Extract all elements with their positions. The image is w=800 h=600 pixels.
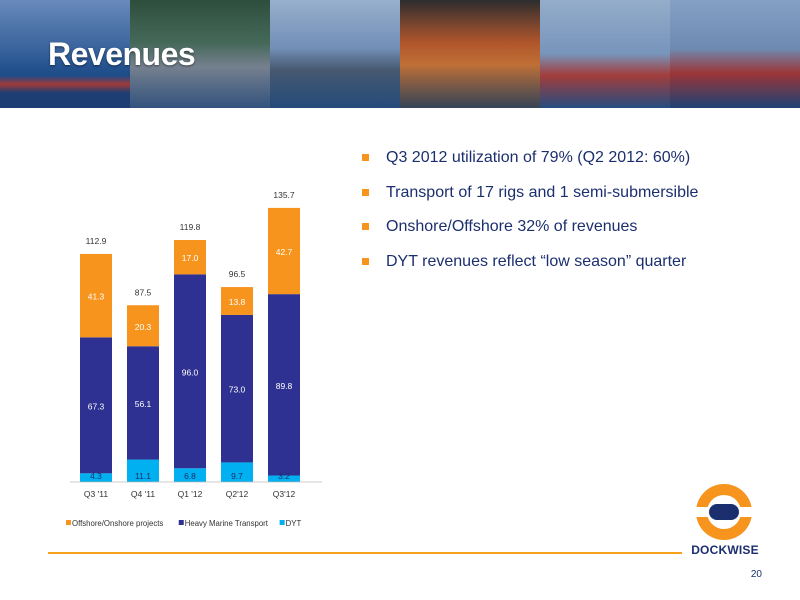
total-label: 119.8: [180, 222, 201, 232]
header-photo-vessel: [0, 0, 130, 108]
bullet-text: Q3 2012 utilization of 79% (Q2 2012: 60%…: [386, 149, 691, 166]
data-label: 17.0: [182, 253, 199, 263]
legend-label: DYT: [286, 519, 302, 528]
total-label: 112.9: [86, 236, 107, 246]
bullet-item: Transport of 17 rigs and 1 semi-submersi…: [362, 183, 782, 203]
data-label: 89.8: [276, 381, 293, 391]
x-tick-label: Q4 '11: [131, 489, 155, 499]
data-label: 56.1: [135, 399, 152, 409]
legend-swatch: [66, 520, 71, 525]
bar-segment: [221, 287, 253, 315]
header-photo-ship: [670, 0, 800, 108]
bullet-text: Onshore/Offshore 32% of revenues: [386, 218, 638, 235]
bullet-square-icon: [362, 154, 369, 161]
slide-title: Revenues: [48, 36, 196, 72]
header-overlay: [0, 0, 800, 108]
bar-segment: [80, 473, 112, 482]
bullet-square-icon: [362, 188, 369, 196]
data-label: 11.1: [135, 471, 151, 481]
bar-segment: [80, 253, 112, 338]
header-photo-rig-transport: [540, 0, 670, 108]
revenue-chart: 4.3 67.3 41.3 112.9 11.1 56.1 20.3 87.5 6.8 96.0 1…: [60, 115, 330, 535]
data-label: 41.3: [88, 292, 105, 302]
data-label: 67.3: [88, 401, 105, 411]
bar-segment: [268, 475, 300, 482]
legend-label: Offshore/Onshore projects: [72, 519, 163, 528]
data-label: 20.3: [135, 322, 152, 332]
bar-segment: [174, 274, 206, 469]
total-label: 135.7: [273, 190, 295, 200]
x-tick-label: Q2'12: [226, 489, 249, 499]
bullet-text: Transport of 17 rigs and 1 semi-submersi…: [386, 183, 699, 201]
bar-segment: [174, 468, 206, 482]
bullet-list: Q3 2012 utilization of 79% (Q2 2012: 60%…: [362, 148, 782, 286]
bar-segment: [221, 462, 253, 482]
bullet-square-icon: [362, 223, 369, 230]
footer-divider: [48, 552, 682, 554]
legend-label: Heavy Marine Transport: [185, 519, 269, 528]
data-label: 42.7: [276, 247, 293, 257]
bar-segment: [127, 346, 159, 460]
header-photo-workers: [400, 0, 540, 108]
header-photo-platform: [270, 0, 400, 108]
bullet-item: DYT revenues reflect “low season” quarte…: [362, 252, 782, 272]
data-label: 9.7: [231, 471, 243, 481]
legend-swatch: [178, 520, 184, 525]
x-tick-label: Q3 '11: [84, 489, 108, 499]
data-label: 3.2: [278, 471, 290, 481]
bar-segment: [127, 459, 159, 482]
logo-wordmark: DOCKWISE: [691, 543, 759, 557]
legend-swatch: [279, 520, 285, 525]
page-number: 20: [750, 569, 762, 580]
bullet-item: Q3 2012 utilization of 79% (Q2 2012: 60%…: [362, 148, 782, 168]
bullet-text: DYT revenues reflect “low season” quarte…: [386, 252, 687, 270]
bar-segment: [174, 240, 206, 275]
bar-segment: [268, 294, 300, 476]
data-label: 73.0: [229, 385, 246, 395]
bar-segment: [80, 337, 112, 474]
bar-segment: [127, 305, 159, 347]
total-label: 87.5: [135, 287, 152, 297]
bullet-item: Onshore/Offshore 32% of revenues: [362, 217, 782, 237]
dockwise-logo-icon: [696, 484, 752, 540]
revenue-chart-svg: 4.3 67.3 41.3 112.9 11.1 56.1 20.3 87.5 6.8 96.0 1…: [66, 190, 322, 528]
data-label: 13.8: [229, 297, 246, 307]
header-photo-shipyard: [130, 0, 270, 108]
header-banner: [0, 0, 800, 108]
data-label: 6.8: [184, 471, 196, 481]
x-tick-label: Q3'12: [273, 489, 296, 499]
bar-segment: [221, 314, 253, 463]
bar-segment: [268, 207, 300, 295]
data-label: 96.0: [182, 367, 199, 377]
x-tick-label: Q1 '12: [178, 489, 203, 499]
data-label: 4.3: [90, 471, 102, 481]
total-label: 96.5: [229, 269, 246, 279]
bullet-square-icon: [362, 257, 369, 265]
